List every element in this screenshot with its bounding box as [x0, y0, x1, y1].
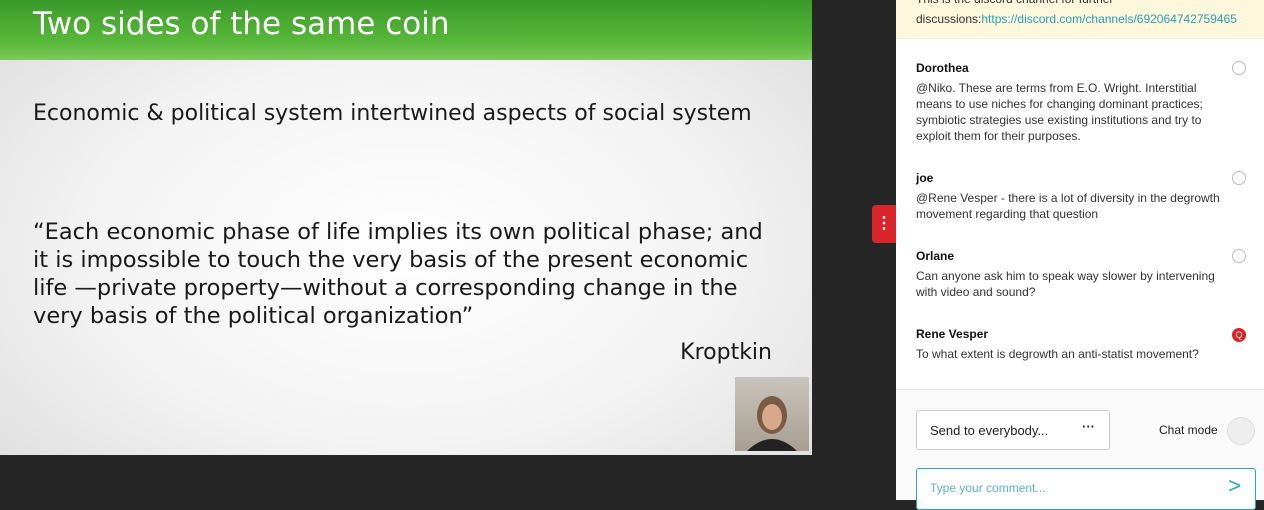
select-circle[interactable] [1232, 171, 1246, 185]
chat-message: Dorothea @Niko. These are terms from E.O.… [916, 60, 1226, 144]
send-to-label: Send to everybody... [930, 423, 1049, 438]
pinned-link[interactable]: https://discord.com/channels/69206474275… [981, 12, 1237, 26]
slide-header [0, 0, 812, 60]
pinned-message: This is the discord channel for further … [896, 0, 1264, 39]
message-author: Orlane [916, 249, 955, 263]
slide: Two sides of the same coin Economic & po… [0, 0, 812, 455]
webcam-person [747, 396, 797, 451]
send-icon[interactable]: > [1228, 473, 1241, 498]
chat-message: Orlane Can anyone ask him to speak way sl… [916, 248, 1226, 300]
chat-panel: This is the discord channel for further … [896, 0, 1264, 510]
select-circle[interactable] [1232, 61, 1246, 75]
select-circle[interactable] [1232, 249, 1246, 263]
message-author: Dorothea [916, 61, 969, 75]
question-badge[interactable]: Q [1232, 328, 1246, 342]
message-text: @Niko. These are terms from E.O. Wright.… [916, 81, 1203, 143]
message-author: joe [916, 171, 934, 185]
chat-mode-label: Chat mode [1159, 423, 1218, 437]
message-text: @Rene Vesper - there is a lot of diversi… [916, 191, 1220, 221]
slide-title: Two sides of the same coin [33, 6, 450, 42]
more-icon: ··· [1082, 419, 1095, 434]
comment-input[interactable]: Type your comment... > [916, 468, 1256, 510]
message-text: To what extent is degrowth an anti-stati… [916, 347, 1199, 361]
toggle-button[interactable]: ⋮ [872, 205, 896, 243]
pinned-top: This is the discord channel for further [916, 0, 1113, 6]
chat-message: Rene Vesper To what extent is degrowth an… [916, 326, 1226, 362]
message-author: Rene Vesper [916, 327, 989, 341]
send-to-dropdown[interactable]: Send to everybody... ··· [916, 410, 1110, 450]
chat-message: joe @Rene Vesper - there is a lot of dive… [916, 170, 1226, 222]
webcam[interactable] [735, 377, 809, 451]
chat-mode-toggle[interactable] [1227, 417, 1255, 445]
slide-author: Kroptkin [680, 340, 772, 365]
message-text: Can anyone ask him to speak way slower b… [916, 269, 1215, 299]
pinned-text: discussions: [916, 12, 982, 26]
comment-placeholder: Type your comment... [930, 481, 1046, 495]
slide-subtitle: Economic & political system intertwined … [33, 101, 752, 126]
chat-footer: Send to everybody... ··· Chat mode Type … [896, 389, 1264, 510]
slide-quote: “Each economic phase of life implies its… [33, 219, 763, 329]
